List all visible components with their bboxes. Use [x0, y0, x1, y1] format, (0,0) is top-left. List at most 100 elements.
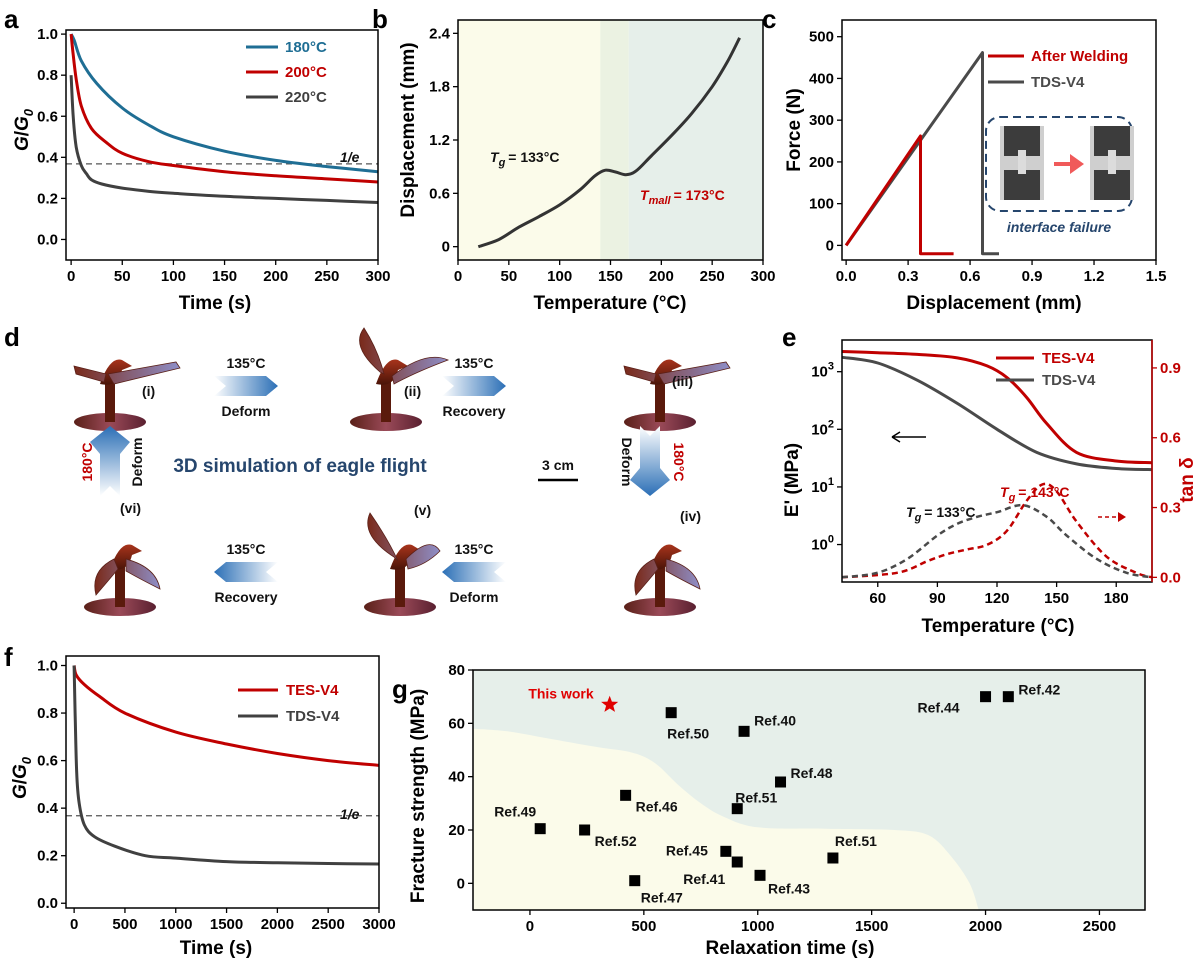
panel-g-chart: Fracture strength (MPa) Relaxation time … — [408, 662, 1146, 959]
panel-e-tg-black: Tg = 133°C — [906, 504, 975, 524]
panel-g-ylabel: Fracture strength (MPa) — [408, 689, 429, 903]
panel-g-xtick-label-5: 2500 — [1083, 918, 1116, 935]
panel-label-e: e — [782, 322, 796, 352]
inset-arrow-icon — [1054, 154, 1084, 174]
panel-e-y2tick-label-3: 0.9 — [1160, 360, 1181, 377]
panel-f-xtick-label-5: 2500 — [312, 916, 345, 933]
panel-label-b: b — [372, 4, 388, 34]
panel-b-xtick-label-4: 200 — [649, 268, 674, 285]
panel-c-xtick-label-0: 0.0 — [836, 268, 857, 285]
panel-a-ylabel: G/G0 — [12, 108, 36, 151]
panel-g-point-10 — [775, 776, 787, 788]
panel-c-ylabel: Force (N) — [784, 88, 805, 171]
eagle-figure-6: (vi) — [84, 500, 161, 616]
panel-a-frame — [65, 29, 379, 261]
left-axis-pointer-icon — [891, 431, 926, 443]
arrow-5-left-icon — [214, 562, 278, 582]
legend-label-tes-v4-e: TES-V4 — [1042, 350, 1095, 367]
eagle-roman-label-4: (iv) — [680, 508, 701, 524]
panel-f-xlabel: Time (s) — [180, 938, 253, 959]
panel-a-xtick-label-6: 300 — [365, 268, 390, 285]
panel-f-xtick-label-0: 0 — [70, 916, 78, 933]
panel-c-ytick-label-1: 100 — [809, 196, 834, 213]
panel-a-xtick-label-4: 200 — [263, 268, 288, 285]
eagle-body-5 — [390, 544, 422, 570]
panel-e-y2tick-label-0: 0.0 — [1160, 569, 1181, 586]
panel-g-point-label-8: Ref.40 — [754, 712, 796, 728]
panel-e-ytick-label-0: 100 — [811, 534, 834, 554]
eagle-body-2 — [376, 359, 408, 385]
panel-c-chart: Force (N) Displacement (mm) 0.0 0.3 0.6 0.9… — [784, 19, 1167, 314]
panel-g-point-6 — [731, 856, 743, 868]
panel-e-modulus-1 — [841, 355, 1153, 472]
panel-g-point-label-7: Ref.51 — [735, 790, 777, 806]
panel-b-region-0 — [458, 20, 601, 260]
panel-g-point-3 — [629, 875, 641, 887]
panel-c-ytick-label-0: 0 — [826, 237, 834, 254]
arrow-2-temp: 135°C — [454, 355, 493, 371]
eagle-post-4 — [655, 565, 665, 607]
legend-label-tds-v4-f: TDS-V4 — [286, 708, 340, 725]
eagle-body-3 — [650, 359, 682, 385]
panel-f-ref-label: 1/e — [340, 806, 360, 822]
panel-g-point-label-5: Ref.45 — [666, 842, 708, 858]
eagle-body-6 — [110, 544, 142, 570]
panel-a-xtick-label-5: 250 — [314, 268, 339, 285]
panel-g-point-7 — [731, 803, 743, 815]
right-axis-pointer-head — [1118, 512, 1126, 522]
panel-e-xtick-label-2: 120 — [984, 590, 1009, 607]
eagle-body-4 — [650, 544, 682, 570]
panel-g-ytick-label-2: 40 — [448, 769, 465, 786]
panel-a-xtick-label-0: 0 — [67, 268, 75, 285]
inset-caption: interface failure — [1007, 219, 1111, 235]
panel-a-series-1 — [69, 33, 379, 184]
panel-b-tmall-annotation: Tmall = 173°C — [640, 187, 725, 207]
panel-g-xtick-label-1: 500 — [631, 918, 656, 935]
panel-g-point-13 — [1002, 691, 1014, 703]
panel-e-ytick-label-1: 101 — [811, 476, 834, 496]
panel-f-frame — [65, 655, 380, 909]
panel-c-series-0 — [844, 51, 999, 256]
eagle-post-2 — [381, 380, 391, 422]
panel-c-ytick-label-5: 500 — [809, 29, 834, 46]
eagle-roman-label-3: (iii) — [672, 373, 693, 389]
panel-g-point-label-10: Ref.48 — [791, 765, 833, 781]
arrow-3-temp: 180°C — [671, 442, 687, 481]
panel-a-chart: G/G0 Time (s) 0 50 100 150 200 250 300 0.0 0.2 0.… — [12, 26, 391, 314]
arrow-4-temp: 135°C — [454, 541, 493, 557]
panel-b-tg-annotation: Tg = 133°C — [490, 149, 559, 169]
panel-b-ytick-label-2: 1.2 — [429, 132, 450, 149]
panel-a-ytick-label-3: 0.6 — [37, 108, 58, 125]
eagle-post-3 — [655, 380, 665, 422]
panel-g-point-0 — [534, 823, 546, 835]
panel-e-xlabel: Temperature (°C) — [922, 616, 1075, 637]
panel-g-point-8 — [738, 725, 750, 737]
panel-a-ytick-label-2: 0.4 — [37, 149, 59, 166]
panel-g-point-label-13: Ref.42 — [1018, 682, 1060, 698]
panel-b-ytick-label-3: 1.8 — [429, 79, 450, 96]
panel-g-point-label-6: Ref.41 — [683, 871, 725, 887]
arrow-3-down-icon — [630, 426, 670, 496]
arrow-1-temp: 135°C — [226, 355, 265, 371]
panel-e-ylabel2: tan δ — [1177, 457, 1198, 502]
panel-c-xlabel: Displacement (mm) — [906, 293, 1081, 314]
panel-e-tan-1 — [841, 503, 1153, 579]
panel-c-xtick-label-5: 1.5 — [1146, 268, 1167, 285]
panel-e-y2tick-label-2: 0.6 — [1160, 430, 1181, 447]
panel-a-ref-label: 1/e — [340, 149, 360, 165]
eagle-roman-label-6: (vi) — [120, 500, 141, 516]
panel-c-ytick-label-3: 300 — [809, 112, 834, 129]
panel-f-ylabel: G/G0 — [10, 756, 34, 799]
panel-b-xtick-label-0: 0 — [454, 268, 462, 285]
panel-c-ytick-label-2: 200 — [809, 154, 834, 171]
panel-g-point-5 — [720, 845, 732, 857]
panel-g-point-label-12: Ref.44 — [918, 700, 960, 716]
panel-c-xtick-label-4: 1.2 — [1084, 268, 1105, 285]
panel-f-xtick-label-4: 2000 — [261, 916, 294, 933]
arrow-5-temp: 135°C — [226, 541, 265, 557]
arrow-6-up-icon — [90, 426, 130, 496]
panel-label-a: a — [4, 4, 19, 34]
panel-g-ytick-label-4: 80 — [448, 662, 465, 679]
panel-g-ytick-label-3: 60 — [448, 715, 465, 732]
legend-label-200: 200°C — [285, 64, 327, 81]
